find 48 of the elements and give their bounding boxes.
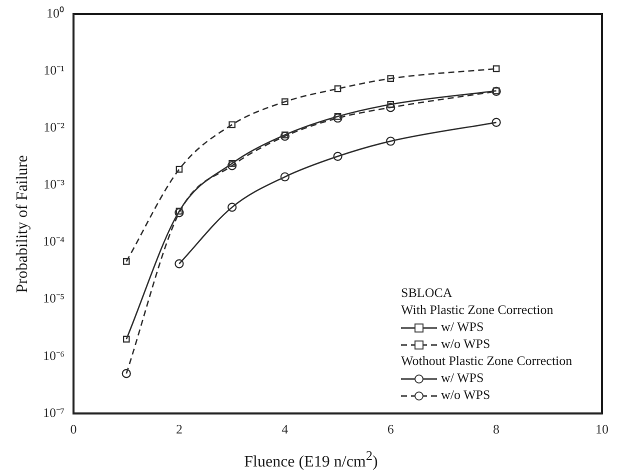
x-tick-label: 10 bbox=[596, 422, 608, 437]
point bbox=[174, 208, 184, 218]
point bbox=[174, 259, 184, 268]
point bbox=[387, 101, 394, 108]
y-tick-label: 10⁻⁴ bbox=[42, 234, 65, 249]
point bbox=[122, 368, 131, 378]
point bbox=[333, 152, 342, 161]
y-tick-label: 10⁻¹ bbox=[44, 62, 65, 78]
annotation: Wothout Plastic Zone Correction bbox=[401, 352, 572, 370]
x-tick-label: 0 bbox=[70, 422, 77, 437]
point bbox=[228, 121, 236, 128]
point bbox=[386, 136, 396, 146]
y-tick-label: 10⁻⁶ bbox=[42, 348, 65, 363]
point bbox=[333, 113, 342, 123]
point bbox=[492, 118, 501, 127]
y-tick-label: 10⁻⁷ bbox=[42, 404, 65, 420]
y-tick-label: 10⁻³ bbox=[44, 176, 65, 192]
legend-title: SBLOCA bbox=[401, 284, 454, 302]
y-axis-title: Probability of Failure bbox=[14, 154, 32, 295]
annotation: With Plastic Zone Correction bbox=[401, 301, 554, 318]
point bbox=[334, 113, 342, 120]
x-axis-title: Fluence (E19 n/cm$^{2}$) bbox=[243, 448, 379, 471]
x-tick-label: 2 bbox=[176, 422, 182, 437]
point bbox=[281, 131, 288, 138]
y-tick-label: 10⁻² bbox=[44, 120, 65, 135]
point bbox=[281, 98, 288, 106]
x-tick-label: 6 bbox=[387, 422, 394, 437]
point bbox=[386, 102, 396, 112]
point bbox=[122, 258, 130, 265]
legend-label: w/o WPS bbox=[440, 386, 492, 404]
x-tick-label: 4 bbox=[282, 422, 289, 437]
legend-label: w/ WPS bbox=[440, 318, 485, 336]
y-tick-label: 10⁻⁵ bbox=[42, 290, 65, 306]
point bbox=[228, 160, 236, 167]
point bbox=[387, 75, 394, 82]
x-tick-label: 8 bbox=[493, 422, 500, 437]
point bbox=[176, 166, 183, 173]
point bbox=[176, 208, 183, 215]
legend-label: w/ WPS bbox=[440, 369, 485, 386]
point bbox=[280, 132, 290, 141]
point bbox=[492, 65, 500, 72]
y-tick-label: 10⁰ bbox=[46, 5, 65, 20]
point bbox=[122, 336, 130, 343]
legend-label: w/o WPS bbox=[440, 335, 492, 352]
point bbox=[334, 85, 342, 92]
point bbox=[227, 161, 237, 170]
point bbox=[227, 202, 237, 212]
point bbox=[280, 172, 290, 182]
